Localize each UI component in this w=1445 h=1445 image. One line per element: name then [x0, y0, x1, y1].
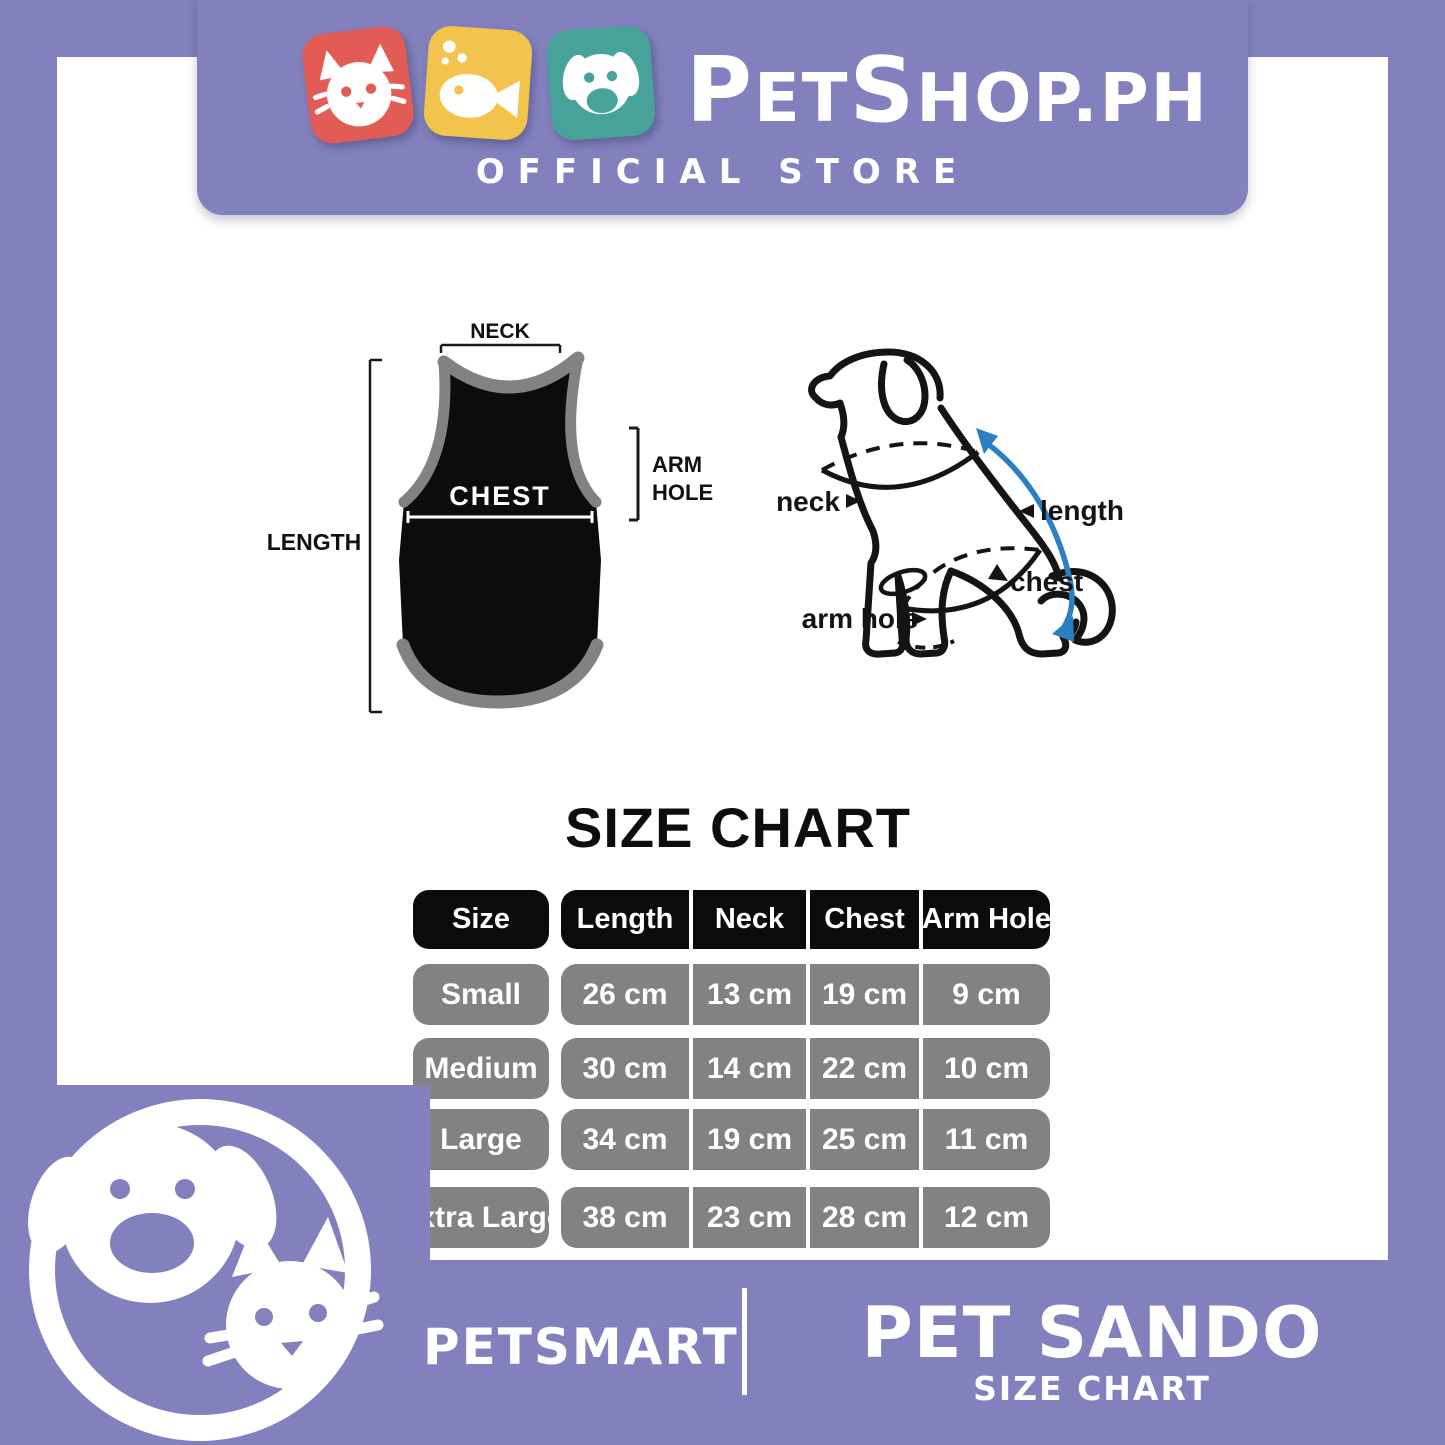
cell-neck: 19 cm — [689, 1109, 806, 1170]
header-cell-chest: Chest — [806, 890, 919, 949]
logo-dog-head — [28, 1123, 277, 1303]
header-cell-neck: Neck — [689, 890, 806, 949]
row-cell-group: 30 cm 14 cm 22 cm 10 cm — [561, 1038, 1050, 1099]
cell-size: Medium — [413, 1038, 549, 1099]
table-header-row: Size Length Neck Chest Arm Hole — [413, 890, 1050, 949]
size-chart-title: SIZE CHART — [565, 796, 911, 859]
table-row: Small 26 cm 13 cm 19 cm 9 cm — [413, 964, 1050, 1025]
footer-divider — [742, 1288, 747, 1395]
brand-header: PETSHOP.PH OFFICIAL STORE — [0, 0, 1445, 215]
cell-size: Large — [413, 1109, 549, 1170]
sando-neck-label: NECK — [470, 320, 530, 343]
measurement-diagrams: NECK LENGTH CHEST — [267, 320, 1124, 714]
cell-length: 26 cm — [582, 977, 668, 1011]
cell-chest: 22 cm — [806, 1038, 919, 1099]
dog-diagram: neck length chest arm hole — [776, 348, 1124, 658]
cell-size: Extra Large — [398, 1187, 564, 1248]
dog-neck-label: neck — [776, 486, 840, 517]
sando-length-label: LENGTH — [267, 529, 362, 555]
official-store-label: OFFICIAL STORE — [475, 152, 970, 192]
dog-icon — [546, 26, 656, 140]
dog-armhole-ellipse — [878, 567, 955, 650]
dog-neck-ellipse — [820, 441, 980, 490]
armhole-pointer — [912, 612, 927, 626]
sando-armhole-label-2: HOLE — [652, 480, 713, 505]
cell-armhole: 12 cm — [919, 1187, 1050, 1248]
product-name-label: PET SANDO — [861, 1292, 1323, 1374]
neck-pointer — [846, 494, 861, 508]
cell-neck: 13 cm — [689, 964, 806, 1025]
size-chart-table: Size Length Neck Chest Arm Hole Small 26… — [398, 890, 1050, 1250]
sando-diagram: NECK LENGTH CHEST — [267, 320, 713, 714]
cell-armhole: 11 cm — [919, 1109, 1050, 1170]
sando-chest-label: CHEST — [449, 481, 551, 511]
fish-icon — [423, 26, 533, 140]
cell-length: 34 cm — [582, 1122, 668, 1156]
cat-icon — [302, 26, 414, 144]
length-measure-line — [368, 358, 382, 714]
header-cell-length: Length — [576, 903, 674, 935]
logo-cat-head — [202, 1217, 384, 1389]
dog-cat-circle-logo — [0, 1085, 430, 1445]
dog-chest-ellipse — [900, 546, 1043, 614]
cell-size: Small — [413, 964, 549, 1025]
product-subtitle-label: SIZE CHART — [973, 1369, 1211, 1408]
chest-measure-line — [406, 511, 594, 523]
cell-armhole: 9 cm — [919, 964, 1050, 1025]
brand-name-part: S — [849, 38, 917, 143]
sando-armhole-label-1: ARM — [652, 452, 702, 477]
dog-length-label: length — [1040, 495, 1124, 526]
brand-name: PETSHOP.PH — [686, 46, 1209, 136]
cell-chest: 28 cm — [806, 1187, 919, 1248]
sando-shirt-shape — [399, 358, 601, 702]
cell-length: 38 cm — [582, 1200, 668, 1234]
cell-armhole: 10 cm — [919, 1038, 1050, 1099]
length-pointer — [1019, 504, 1034, 518]
cell-chest: 25 cm — [806, 1109, 919, 1170]
neck-measure-line — [439, 343, 562, 353]
chest-pointer — [988, 564, 1008, 581]
dog-chest-label: chest — [1010, 566, 1083, 597]
table-row: Extra Large 38 cm 23 cm 28 cm 12 cm — [398, 1187, 1050, 1248]
brand-name-part: HOP.PH — [916, 59, 1209, 137]
table-row: Medium 30 cm 14 cm 22 cm 10 cm — [413, 1038, 1050, 1099]
cell-chest: 19 cm — [806, 964, 919, 1025]
header-cell-size: Size — [413, 890, 549, 949]
brand-name-part: P — [686, 38, 754, 143]
cell-neck: 23 cm — [689, 1187, 806, 1248]
length-arrow — [976, 428, 1075, 642]
armhole-measure-line — [629, 426, 640, 522]
cell-length: 30 cm — [582, 1051, 668, 1085]
row-cell-group: 38 cm 23 cm 28 cm 12 cm — [561, 1187, 1050, 1248]
store-name-label: PETSMART — [423, 1318, 739, 1376]
row-cell-group: 26 cm 13 cm 19 cm 9 cm — [561, 964, 1050, 1025]
table-row: Large 34 cm 19 cm 25 cm 11 cm — [413, 1109, 1050, 1170]
sando-trim — [396, 351, 604, 709]
header-cell-armhole: Arm Hole — [919, 890, 1050, 949]
dog-armhole-label: arm hole — [802, 603, 919, 634]
cell-neck: 14 cm — [689, 1038, 806, 1099]
row-cell-group: 34 cm 19 cm 25 cm 11 cm — [561, 1109, 1050, 1170]
footer-logo — [0, 1085, 430, 1445]
header-cell-group: Length Neck Chest Arm Hole — [561, 890, 1050, 949]
brand-name-part: ET — [753, 59, 850, 137]
